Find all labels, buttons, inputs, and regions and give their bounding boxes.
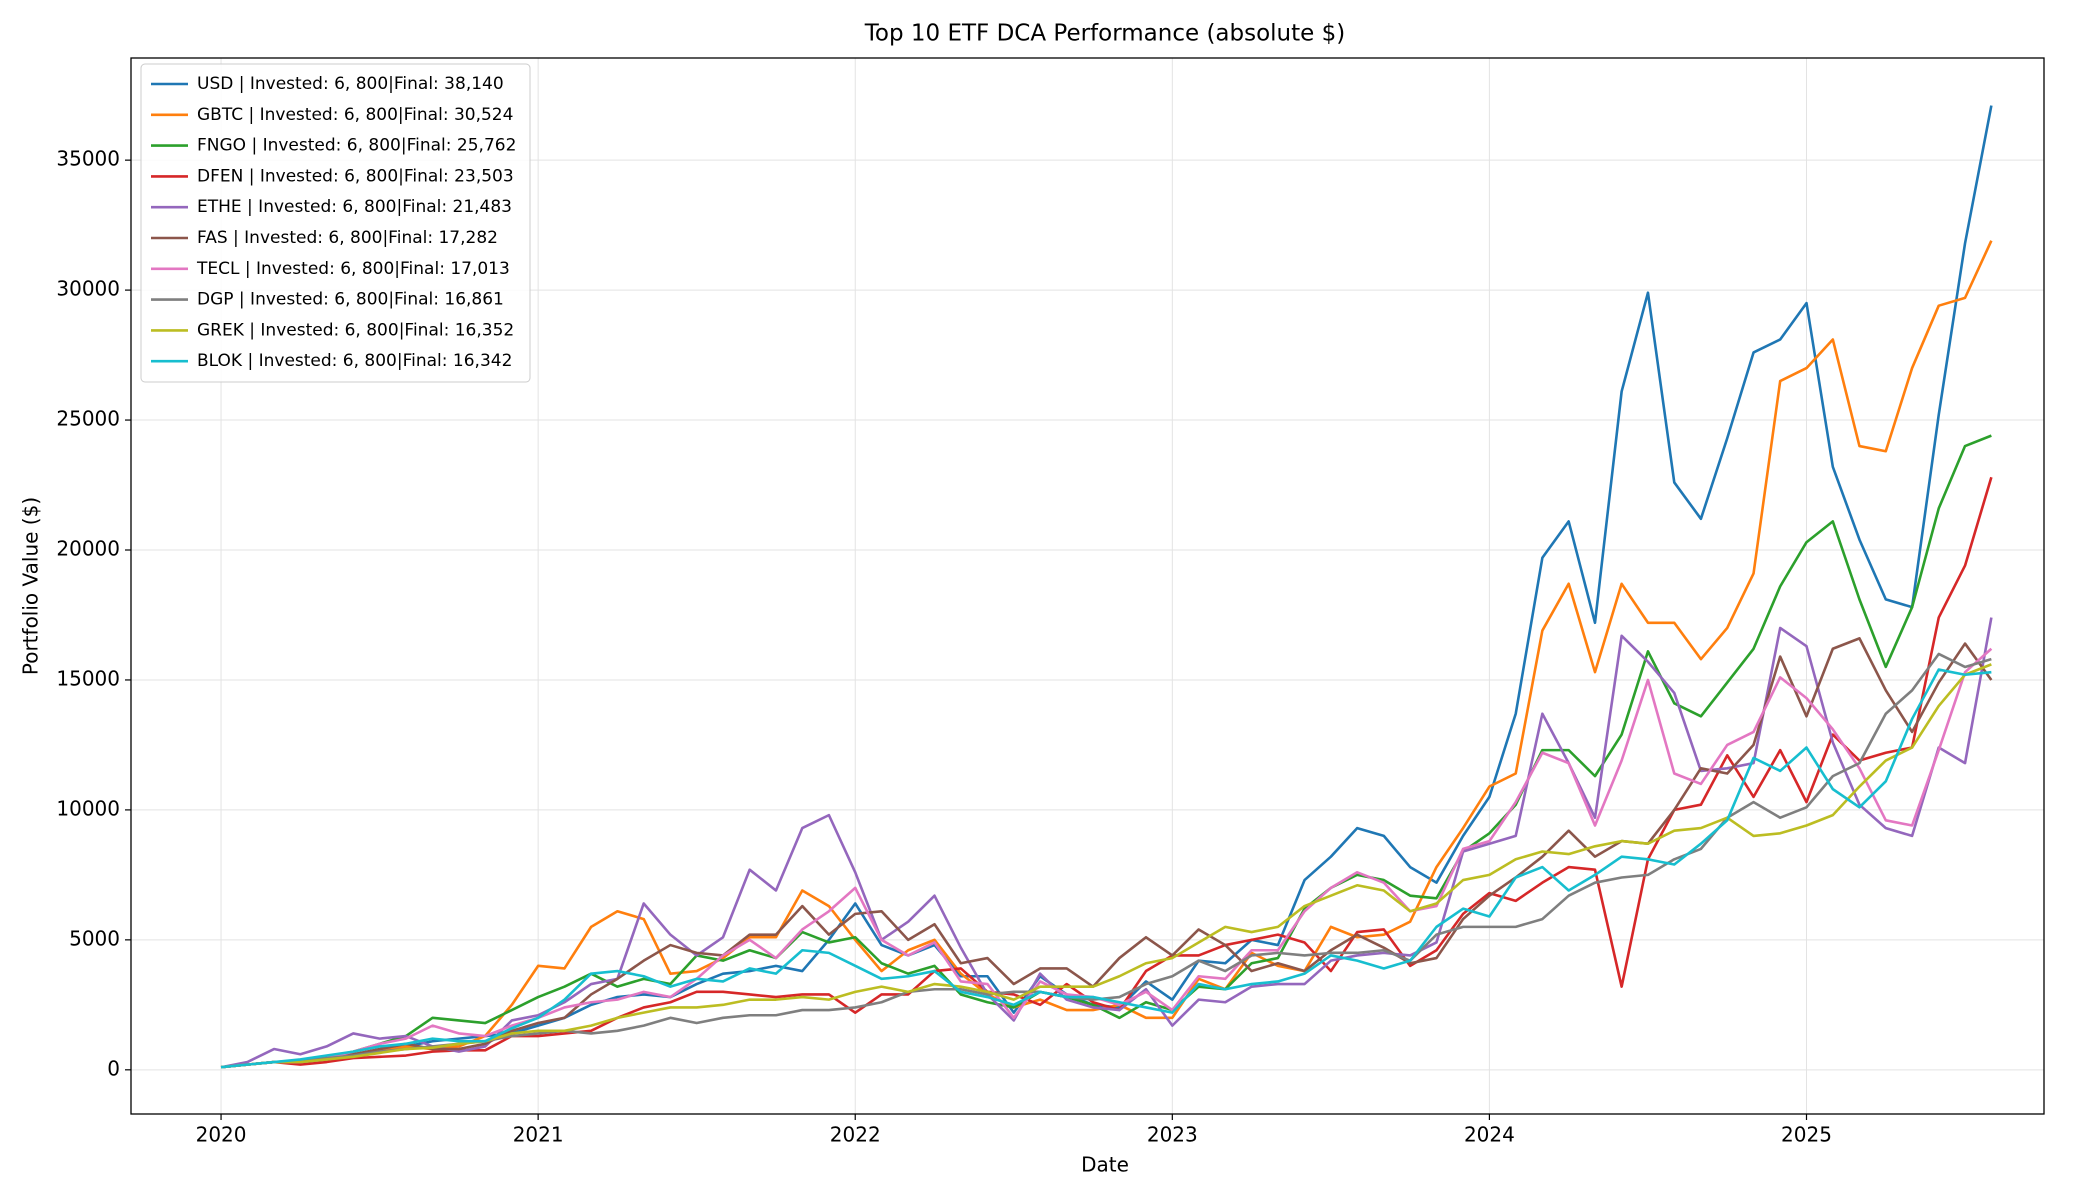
legend-label: FAS | Invested: 6, 800|Final: 17,282 bbox=[197, 228, 498, 248]
legend-label: GBTC | Invested: 6, 800|Final: 30,524 bbox=[197, 105, 513, 125]
series-line bbox=[220, 663, 1992, 1069]
y-tick-label: 35000 bbox=[56, 147, 120, 171]
y-tick-label: 5000 bbox=[69, 926, 120, 950]
legend-label: FNGO | Invested: 6, 800|Final: 25,762 bbox=[197, 136, 516, 156]
chart-title: Top 10 ETF DCA Performance (absolute $) bbox=[864, 21, 1345, 47]
legend-label: DFEN | Invested: 6, 800|Final: 23,503 bbox=[197, 166, 514, 186]
y-tick-label: 25000 bbox=[56, 407, 120, 431]
y-tick-label: 30000 bbox=[56, 277, 120, 301]
x-tick-label: 2023 bbox=[1147, 1123, 1198, 1147]
x-tick-label: 2022 bbox=[830, 1123, 881, 1147]
series-line bbox=[220, 647, 1993, 1069]
series-line bbox=[220, 434, 1992, 1069]
x-tick-label: 2020 bbox=[196, 1123, 247, 1147]
series-line bbox=[220, 637, 1993, 1069]
y-tick-label: 20000 bbox=[56, 537, 120, 561]
x-axis-label: Date bbox=[1081, 1153, 1129, 1177]
legend: USD | Invested: 6, 800|Final: 38,140 GBTC… bbox=[140, 63, 531, 383]
y-axis-label: Portfolio Value ($) bbox=[19, 497, 43, 675]
legend-label: BLOK | Invested: 6, 800|Final: 16,342 bbox=[197, 351, 512, 371]
x-tick-label: 2025 bbox=[1781, 1123, 1832, 1147]
x-tick-label: 2024 bbox=[1464, 1123, 1515, 1147]
x-tick-label: 2021 bbox=[513, 1123, 564, 1147]
y-tick-label: 0 bbox=[107, 1056, 120, 1080]
y-tick-label: 15000 bbox=[56, 666, 120, 690]
legend-label: TECL | Invested: 6, 800|Final: 17,013 bbox=[196, 259, 510, 279]
legend-label: ETHE | Invested: 6, 800|Final: 21,483 bbox=[197, 197, 512, 217]
plot-frame bbox=[130, 57, 2045, 1115]
series-line bbox=[220, 617, 1993, 1069]
legend-box bbox=[140, 63, 531, 383]
y-tick-label: 10000 bbox=[56, 796, 120, 820]
series-line bbox=[220, 668, 1992, 1069]
legend-label: DGP | Invested: 6, 800|Final: 16,861 bbox=[197, 290, 504, 310]
legend-label: GREK | Invested: 6, 800|Final: 16,352 bbox=[197, 320, 514, 340]
legend-label: USD | Invested: 6, 800|Final: 38,140 bbox=[197, 74, 504, 94]
